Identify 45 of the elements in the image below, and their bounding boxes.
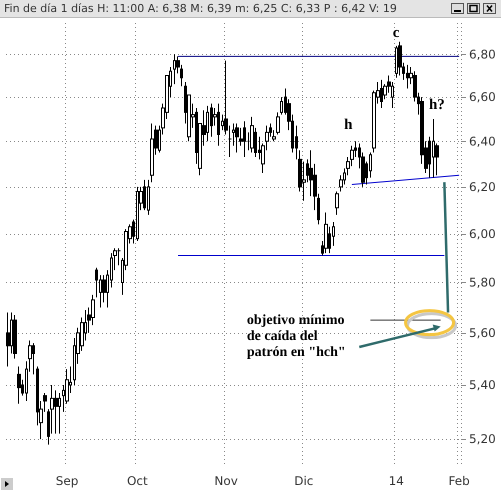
candlestick xyxy=(235,122,239,154)
candlestick xyxy=(136,186,139,242)
candlestick xyxy=(117,248,121,266)
candlestick xyxy=(143,179,146,211)
x-tick-label: Feb xyxy=(448,474,470,488)
y-tick-label: 5,60 xyxy=(469,326,496,340)
candlestick xyxy=(13,314,17,360)
candlestick xyxy=(17,366,21,404)
candlestick xyxy=(243,120,246,158)
candlestick xyxy=(406,64,409,89)
candlestick xyxy=(150,122,154,183)
candlestick xyxy=(324,212,328,254)
candlestick xyxy=(395,45,398,78)
y-tick-label: 6,40 xyxy=(469,134,496,148)
annotation: objetivo mínimo de caída del patrón en "hch" xyxy=(246,312,346,361)
annotation: h? xyxy=(428,97,445,115)
candlestick xyxy=(6,312,10,368)
annotation: c xyxy=(392,24,400,42)
candlestick xyxy=(250,116,254,154)
x-tick-label: Dic xyxy=(294,474,314,488)
candlestick xyxy=(335,190,339,216)
candlestick xyxy=(173,54,176,85)
y-tick-label: 5,80 xyxy=(469,275,496,290)
y-tick-label: 6,20 xyxy=(469,180,496,194)
x-tick-label: Sep xyxy=(56,474,78,488)
y-tick-label: 5,40 xyxy=(469,378,496,392)
x-tick-label: Oct xyxy=(126,474,148,488)
chart-title: Fin de día 1 días H: 11:00 A: 6,38 M: 6,39 m: 6,25 C: 6,33 P : 6,42 V: 19 xyxy=(0,0,501,18)
y-tick-label: 6,80 xyxy=(469,47,496,62)
candlestick xyxy=(206,105,209,142)
candlestick xyxy=(58,392,61,434)
candlestick xyxy=(276,112,280,136)
y-tick-label: 6,60 xyxy=(469,90,496,104)
candlestick xyxy=(217,103,220,146)
candlestick xyxy=(147,179,150,216)
annotation: h xyxy=(344,117,353,134)
x-tick-label: Nov xyxy=(214,474,238,488)
candlestick xyxy=(398,41,402,76)
candlestick xyxy=(432,118,435,178)
y-tick-label: 6,00 xyxy=(469,226,496,241)
x-tick-label: 14 xyxy=(388,474,404,488)
y-tick-label: 5,20 xyxy=(469,432,496,446)
candlestick xyxy=(380,79,383,109)
candlestick xyxy=(32,342,35,375)
candlestick xyxy=(210,103,213,138)
